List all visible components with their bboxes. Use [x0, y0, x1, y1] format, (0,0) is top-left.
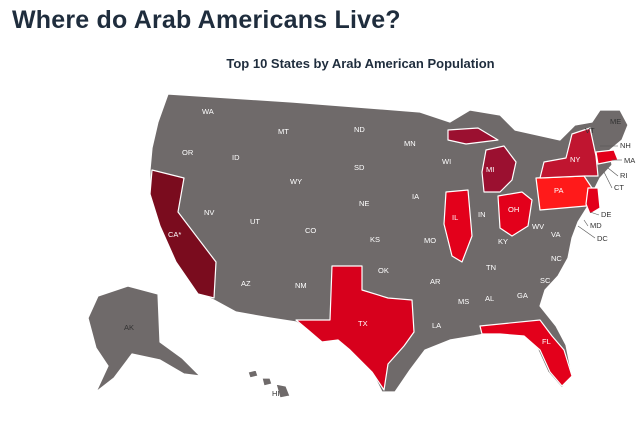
label-ND: ND [354, 125, 365, 134]
label-NC: NC [551, 254, 562, 263]
label-OH: OH [508, 205, 519, 214]
label-WV: WV [532, 222, 544, 231]
state-TX[interactable] [295, 265, 415, 391]
label-MD: MD [590, 221, 602, 230]
map-subtitle: Top 10 States by Arab American Populatio… [226, 56, 495, 71]
label-IA: IA [412, 192, 419, 201]
label-KS: KS [370, 235, 380, 244]
label-NY: NY [570, 155, 580, 164]
label-FL: FL [542, 337, 551, 346]
label-KY: KY [498, 237, 508, 246]
label-TX: TX [358, 319, 368, 328]
state-OH[interactable] [497, 191, 533, 237]
label-OK: OK [378, 266, 389, 275]
state-NJ[interactable] [585, 187, 601, 215]
label-NM: NM [295, 281, 307, 290]
label-MO: MO [424, 236, 436, 245]
label-VA: VA [551, 230, 560, 239]
label-CA: CA* [168, 230, 181, 239]
label-MA: MA [624, 156, 635, 165]
label-SD: SD [354, 163, 365, 172]
label-AR: AR [430, 277, 441, 286]
state-MA[interactable] [595, 149, 619, 165]
label-AZ: AZ [241, 279, 251, 288]
label-RI: RI [620, 171, 628, 180]
state-IL[interactable] [443, 189, 473, 263]
label-MT: MT [278, 127, 289, 136]
state-HI[interactable] [247, 369, 291, 399]
label-WY: WY [290, 177, 302, 186]
label-MI: MI [486, 165, 494, 174]
label-UT: UT [250, 217, 260, 226]
state-MI[interactable] [447, 127, 517, 193]
state-AK[interactable] [87, 285, 201, 393]
label-ID: ID [232, 153, 240, 162]
label-ME: ME [610, 117, 621, 126]
label-SC: SC [540, 276, 551, 285]
label-WI: WI [442, 157, 451, 166]
label-NV: NV [204, 208, 214, 217]
leader-lines [577, 145, 622, 239]
label-CT: CT [614, 183, 624, 192]
label-NJ: NJ [602, 199, 611, 208]
label-NH: NH [620, 141, 631, 150]
label-OR: OR [182, 148, 194, 157]
label-DE: DE [601, 210, 611, 219]
state-NY[interactable] [539, 127, 599, 179]
label-DC: DC [597, 234, 608, 243]
label-TN: TN [486, 263, 496, 272]
label-IN: IN [478, 210, 486, 219]
label-WA: WA [202, 107, 214, 116]
state-FL[interactable] [479, 319, 573, 387]
label-AL: AL [485, 294, 494, 303]
label-AK: AK [124, 323, 134, 332]
label-HI: HI [272, 389, 280, 398]
page-title: Where do Arab Americans Live? [12, 6, 401, 34]
label-LA: LA [432, 321, 441, 330]
label-NE: NE [359, 199, 369, 208]
label-CO: CO [305, 226, 316, 235]
label-MS: MS [458, 297, 469, 306]
label-PA: PA [554, 186, 563, 195]
state-PA[interactable] [535, 175, 593, 211]
label-IL: IL [452, 213, 458, 222]
label-MN: MN [404, 139, 416, 148]
label-VT: VT [585, 126, 595, 135]
state-CA[interactable] [149, 169, 217, 299]
label-GA: GA [517, 291, 528, 300]
